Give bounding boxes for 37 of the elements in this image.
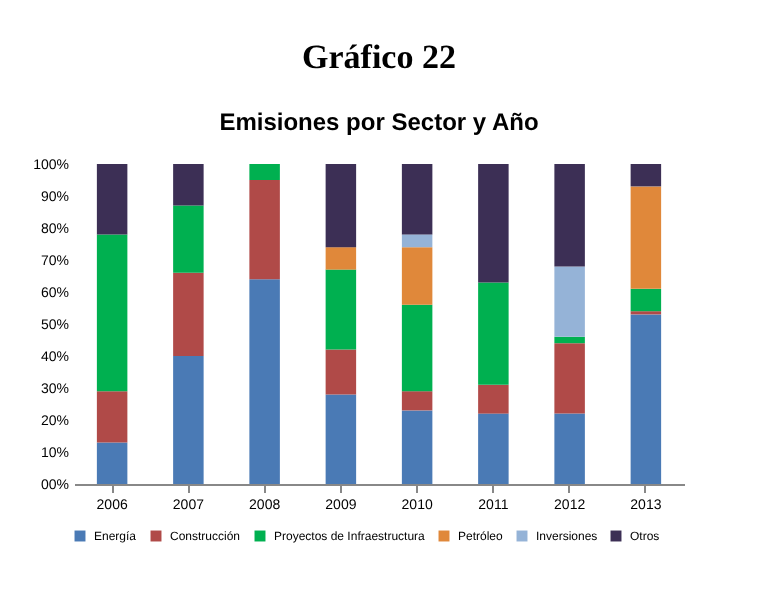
bar: [554, 336, 585, 344]
bar: [401, 234, 433, 248]
bar: [478, 413, 509, 484]
bar: [249, 164, 280, 180]
bar: [96, 164, 128, 235]
bar: [325, 247, 357, 270]
bar: [96, 442, 128, 484]
bar: [325, 269, 357, 350]
bar: [96, 391, 128, 443]
bar: [325, 349, 357, 395]
bar: [96, 234, 128, 392]
bar: [325, 394, 357, 484]
bar: [173, 356, 204, 484]
bar: [630, 288, 662, 312]
bar: [249, 279, 280, 484]
bar: [554, 343, 585, 414]
bar: [630, 314, 662, 484]
bar: [478, 164, 509, 283]
bar: [554, 413, 585, 484]
bar: [401, 410, 433, 484]
bar: [401, 164, 433, 235]
bar: [630, 164, 662, 187]
bar: [478, 384, 509, 414]
chart-subtitle: Emisiones por Sector y Año: [219, 108, 539, 136]
bar: [173, 205, 204, 273]
bar: [173, 164, 204, 206]
bar: [249, 180, 280, 280]
bar: [401, 304, 433, 392]
bar: [173, 272, 204, 356]
chart-title: Gráfico 22: [302, 38, 456, 76]
bar: [554, 164, 585, 267]
bar: [554, 266, 585, 337]
bar: [401, 391, 433, 411]
bar: [630, 186, 662, 289]
bar: [325, 164, 357, 248]
bar: [401, 247, 433, 305]
bar: [478, 282, 509, 385]
